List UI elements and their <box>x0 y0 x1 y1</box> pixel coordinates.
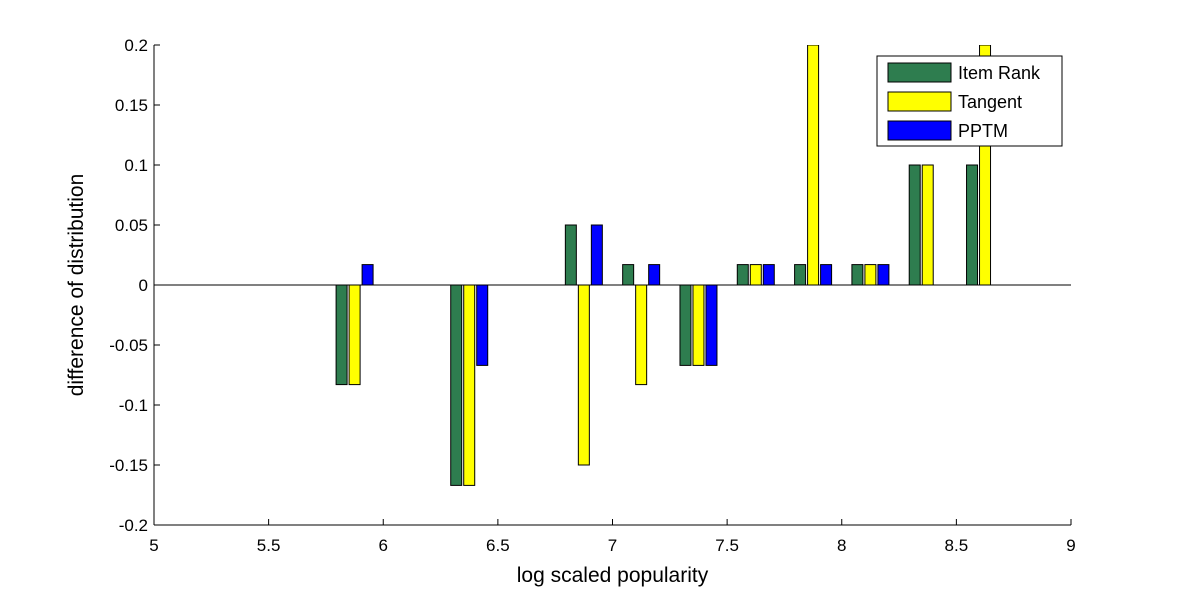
x-tick-label: 7 <box>608 536 617 555</box>
legend-swatch-tangent <box>887 91 952 112</box>
x-tick-label: 8.5 <box>945 536 969 555</box>
bar-pptm-7 <box>877 264 890 286</box>
bar-item-rank-1 <box>450 284 463 486</box>
bar-tangent-8 <box>921 164 934 286</box>
legend-swatch-item-rank <box>887 62 952 83</box>
bar-tangent-1 <box>463 284 476 486</box>
x-tick-label: 6.5 <box>486 536 510 555</box>
bar-item-rank-0 <box>335 284 348 386</box>
bar-pptm-3 <box>648 264 661 286</box>
ticks: 5 5.5 6 6.5 7 7.5 8 8.5 9 -0.2 -0.15 -0.1 -0.05 0 0.05… <box>109 36 1075 555</box>
x-tick-label: 5.5 <box>257 536 281 555</box>
bar-item-rank-7 <box>851 264 864 286</box>
x-tick-label: 9 <box>1066 536 1075 555</box>
y-axis-title: difference of distribution <box>65 174 88 397</box>
x-tick-label: 5 <box>149 536 158 555</box>
bar-item-rank-4 <box>679 284 692 366</box>
bar-pptm-0 <box>361 264 374 286</box>
y-tick-label: -0.2 <box>119 516 148 535</box>
bar-tangent-4 <box>692 284 705 366</box>
y-tick-label: -0.05 <box>109 336 148 355</box>
y-tick-label: -0.1 <box>119 396 148 415</box>
y-tick-label: -0.15 <box>109 456 148 475</box>
bar-tangent-5 <box>749 264 762 286</box>
bar-item-rank-3 <box>622 264 635 286</box>
bar-pptm-1 <box>476 284 489 366</box>
x-axis-title: log scaled popularity <box>517 564 709 587</box>
bar-item-rank-8 <box>908 164 921 286</box>
bar-item-rank-9 <box>966 164 979 286</box>
x-tick-label: 6 <box>379 536 388 555</box>
bar-tangent-6 <box>807 45 820 286</box>
y-tick-label: 0.2 <box>124 36 148 55</box>
legend-label-pptm: PPTM <box>958 121 1008 141</box>
y-tick-label: 0 <box>139 276 148 295</box>
bar-item-rank-2 <box>564 224 577 286</box>
bar-tangent-2 <box>577 284 590 466</box>
bar-item-rank-5 <box>736 264 749 286</box>
bar-tangent-3 <box>635 284 648 386</box>
y-tick-label: 0.1 <box>124 156 148 175</box>
bar-item-rank-6 <box>794 264 807 286</box>
x-tick-label: 7.5 <box>715 536 739 555</box>
legend-swatch-pptm <box>887 120 952 141</box>
bar-pptm-2 <box>590 224 603 286</box>
bar-pptm-4 <box>705 284 718 366</box>
bar-pptm-5 <box>762 264 775 286</box>
y-tick-label: 0.15 <box>115 96 148 115</box>
legend: Item Rank Tangent PPTM <box>876 55 1063 147</box>
legend-label-tangent: Tangent <box>958 92 1022 112</box>
legend-label-item-rank: Item Rank <box>958 63 1041 83</box>
bar-tangent-0 <box>348 284 361 386</box>
bar-tangent-7 <box>864 264 877 286</box>
x-tick-label: 8 <box>837 536 846 555</box>
bar-pptm-6 <box>820 264 833 286</box>
y-tick-label: 0.05 <box>115 216 148 235</box>
